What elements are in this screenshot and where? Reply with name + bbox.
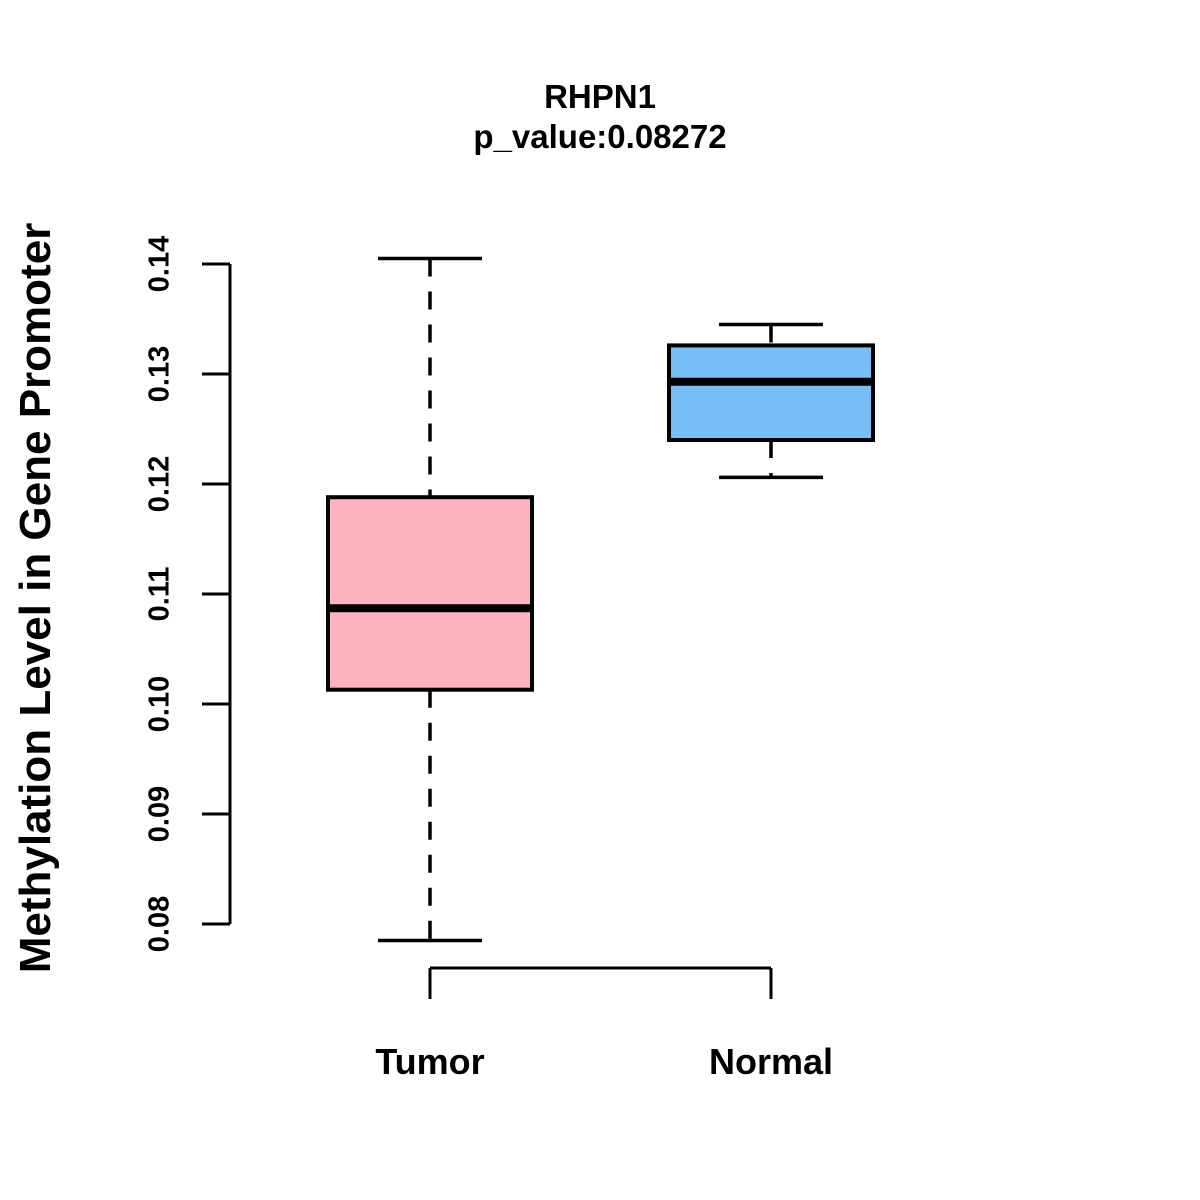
y-tick-label: 0.12 <box>143 455 176 513</box>
y-tick-label: 0.09 <box>143 785 176 843</box>
iqr-box-normal <box>667 343 875 442</box>
y-tick-label: 0.10 <box>143 675 176 733</box>
y-tick-label: 0.11 <box>143 566 176 622</box>
chart-title: RHPN1 <box>544 78 656 115</box>
y-tick-label: 0.13 <box>143 345 176 403</box>
iqr-box-tumor <box>326 495 534 692</box>
x-tick-label-normal: Normal <box>708 1041 834 1082</box>
y-tick-label: 0.14 <box>143 235 176 293</box>
y-tick-label: 0.08 <box>143 895 176 953</box>
chart-subtitle: p_value:0.08272 <box>473 118 727 155</box>
x-tick-label-tumor: Tumor <box>375 1041 485 1082</box>
